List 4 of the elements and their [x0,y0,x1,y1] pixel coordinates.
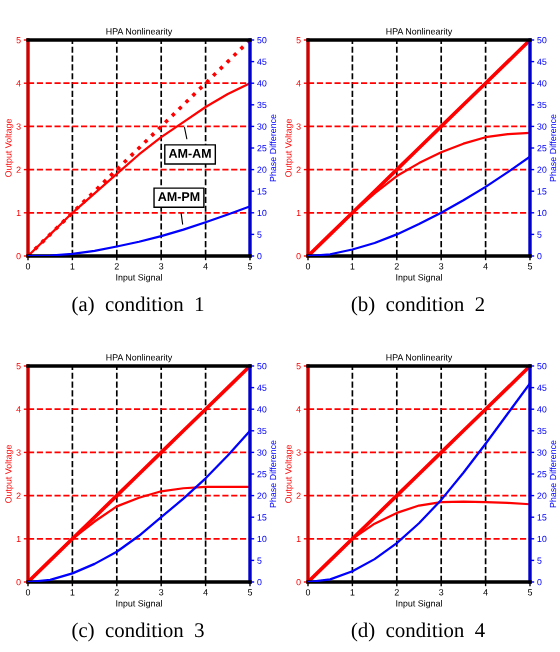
text: (d) condition 4 [351,622,485,642]
text: (b) condition 2 [351,296,484,316]
text: (a) condition 1 [72,296,204,316]
text: (c) condition 3 [72,622,204,642]
